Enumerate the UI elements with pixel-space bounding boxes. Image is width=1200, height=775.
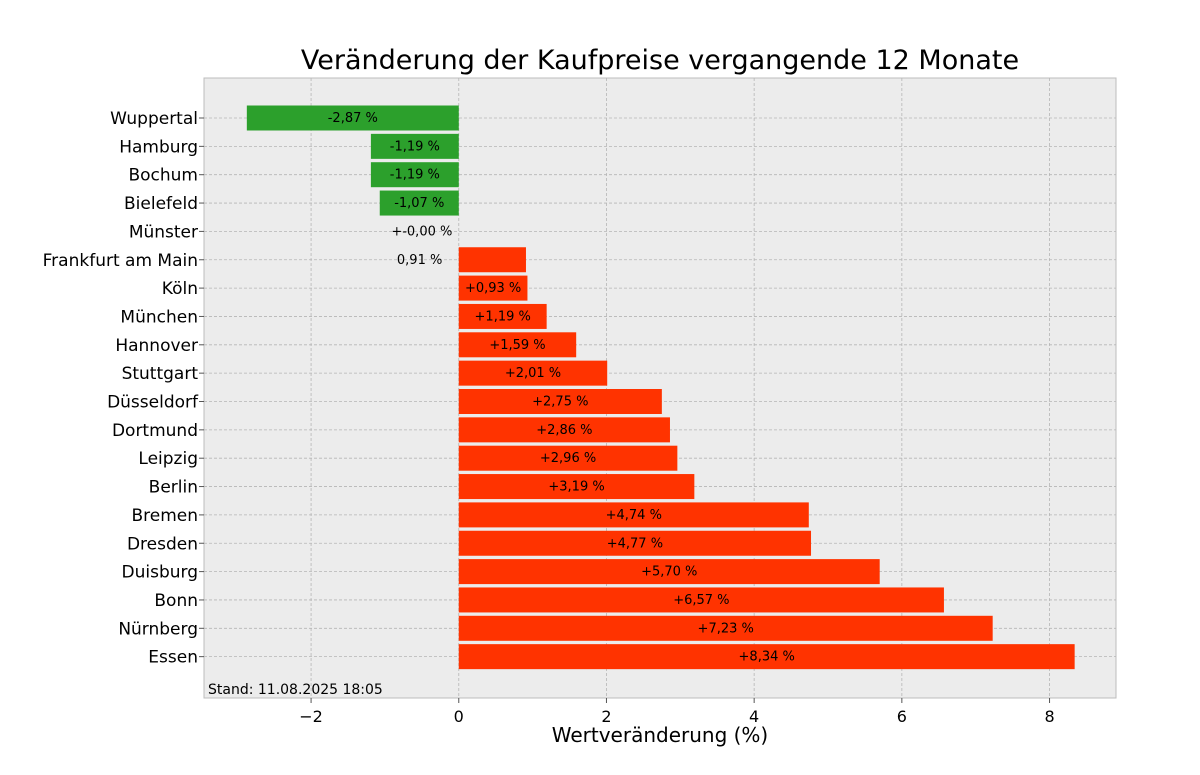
x-axis-tick-labels: −2 0 2 4 6 8 — [299, 698, 1055, 726]
bar — [458, 502, 809, 528]
bar — [458, 530, 812, 556]
y-tick-label: Stuttgart — [122, 364, 199, 384]
bar — [458, 644, 1075, 670]
y-tick-label: Bielefeld — [124, 194, 198, 214]
y-tick-label: Köln — [162, 279, 198, 299]
x-tick-label: 4 — [749, 707, 759, 726]
bar — [458, 587, 944, 613]
bar — [370, 162, 459, 188]
y-axis-tick-labels: Wuppertal Hamburg Bochum Bielefeld Münster Fr… — [43, 109, 204, 668]
bar-value-label: 0,91 % — [397, 253, 442, 268]
bar-value-label: +4,77 % — [607, 536, 663, 551]
y-tick-label: Bochum — [128, 166, 198, 186]
bar-value-label: +-0,00 % — [391, 224, 452, 239]
x-axis-label: Wertveränderung (%) — [552, 723, 769, 747]
bar-value-label: -2,87 % — [328, 111, 378, 126]
y-tick-label: Essen — [148, 648, 198, 668]
bar — [458, 247, 526, 273]
bar-value-label: -1,07 % — [394, 196, 444, 211]
y-tick-label: Nürnberg — [118, 619, 198, 639]
bar-value-label: +8,34 % — [739, 650, 795, 665]
y-tick-label: München — [120, 307, 198, 327]
bars — [246, 105, 1075, 670]
bar — [458, 417, 670, 443]
x-tick-label: 6 — [897, 707, 907, 726]
bar-value-label: +7,23 % — [698, 621, 754, 636]
x-tick-label: 0 — [454, 707, 464, 726]
x-tick-label: 8 — [1044, 707, 1054, 726]
y-tick-label: Frankfurt am Main — [43, 251, 198, 271]
bar-value-label: +4,74 % — [606, 508, 662, 523]
y-tick-label: Bonn — [154, 591, 198, 611]
bar — [458, 559, 880, 585]
x-tick-label: 2 — [601, 707, 611, 726]
y-tick-label: Berlin — [149, 478, 198, 498]
bar — [246, 105, 459, 131]
bar — [458, 474, 695, 500]
chart-title: Veränderung der Kaufpreise vergangende 1… — [301, 45, 1019, 76]
bar — [370, 133, 459, 159]
y-tick-label: Hamburg — [119, 137, 198, 157]
bar-value-label: +2,96 % — [540, 451, 596, 466]
bar — [458, 303, 547, 329]
bar — [458, 275, 528, 301]
x-tick-label: −2 — [299, 707, 323, 726]
bar-value-label: +5,70 % — [641, 565, 697, 580]
y-tick-label: Münster — [129, 222, 198, 242]
y-tick-label: Wuppertal — [110, 109, 198, 129]
bar-value-label: +2,01 % — [505, 366, 561, 381]
y-tick-label: Bremen — [131, 506, 198, 526]
bar-value-label: +6,57 % — [673, 593, 729, 608]
y-tick-label: Düsseldorf — [107, 393, 199, 413]
bar-value-label: +2,86 % — [536, 423, 592, 438]
bar — [458, 445, 678, 471]
bar-value-label: +1,59 % — [489, 338, 545, 353]
bar-labels: -2,87 % -1,19 % -1,19 % -1,07 % +-0,00 % 0,91… — [328, 111, 795, 665]
timestamp-note: Stand: 11.08.2025 18:05 — [208, 682, 383, 698]
bar-value-label: +2,75 % — [532, 395, 588, 410]
bar — [458, 389, 662, 414]
bar — [379, 190, 459, 216]
y-tick-label: Duisburg — [122, 563, 199, 583]
bar — [458, 615, 993, 641]
bar-value-label: -1,19 % — [390, 168, 440, 183]
bar-value-label: +0,93 % — [465, 281, 521, 296]
bar-value-label: +1,19 % — [475, 309, 531, 324]
bar-value-label: +3,19 % — [548, 480, 604, 495]
bar-value-label: -1,19 % — [390, 139, 440, 154]
bar — [458, 332, 577, 358]
bar — [458, 360, 608, 386]
y-tick-label: Hannover — [115, 336, 198, 356]
y-tick-label: Dortmund — [112, 421, 198, 441]
y-tick-label: Dresden — [127, 534, 198, 554]
y-tick-label: Leipzig — [138, 449, 198, 469]
